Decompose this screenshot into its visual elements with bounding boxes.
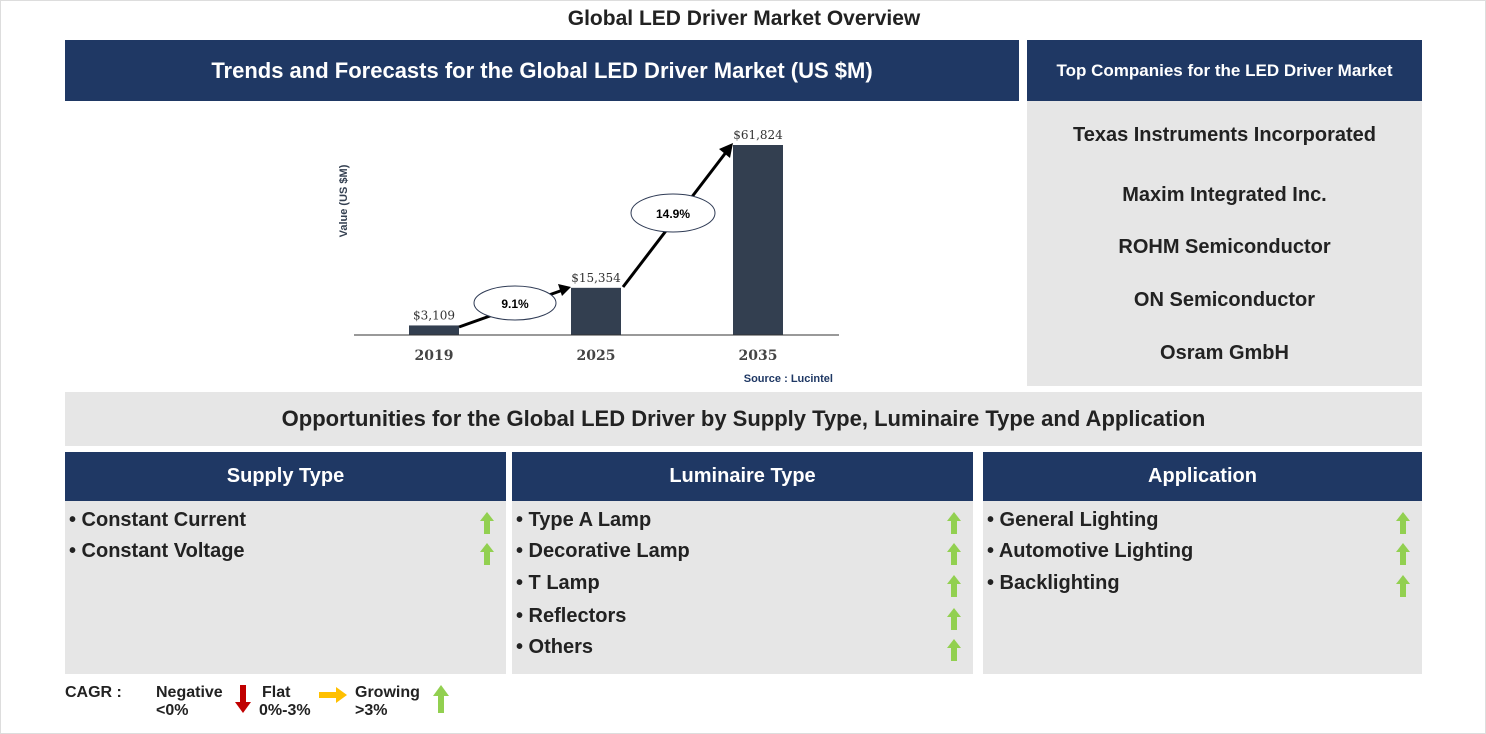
segment-item: • Others xyxy=(516,636,594,658)
trends-header: Trends and Forecasts for the Global LED … xyxy=(65,40,1019,101)
segment-item: • Reflectors xyxy=(516,605,627,627)
legend-cagr-label: CAGR : xyxy=(65,684,122,701)
page-title: Global LED Driver Market Overview xyxy=(567,7,921,30)
company-item: Maxim Integrated Inc. xyxy=(1122,184,1327,206)
legend-growing: Growing >3% xyxy=(355,684,420,720)
arrow-right-icon xyxy=(319,687,347,703)
growing-arrow-icon xyxy=(1396,512,1410,534)
data-label: $3,109 xyxy=(413,308,455,322)
y-axis-label: Value (US $M) xyxy=(338,164,350,237)
growing-arrow-icon xyxy=(480,512,494,534)
segment-header: Supply Type xyxy=(65,452,506,501)
data-label: $15,354 xyxy=(571,271,621,285)
segment-item: • Type A Lamp xyxy=(516,509,652,531)
bar-2035 xyxy=(733,145,783,335)
segment-item: • Constant Voltage xyxy=(69,540,245,562)
legend-growing-label: Growing xyxy=(355,684,420,701)
segment-item: • T Lamp xyxy=(516,572,600,594)
legend-negative: Negative <0% xyxy=(156,684,223,720)
growing-arrow-icon xyxy=(947,543,961,565)
arrow-up-icon xyxy=(433,685,449,713)
segment-item: • General Lighting xyxy=(987,509,1159,531)
segment-item: • Constant Current xyxy=(69,509,247,531)
source-label: Source : Lucintel xyxy=(744,373,833,385)
cagr-bubble-1 xyxy=(473,285,557,321)
data-label: $61,824 xyxy=(733,128,783,142)
company-item: ROHM Semiconductor xyxy=(1118,236,1331,258)
legend-growing-range: >3% xyxy=(355,702,388,719)
segment-item: • Automotive Lighting xyxy=(987,540,1194,562)
x-tick-label: 2019 xyxy=(415,348,454,364)
growing-arrow-icon xyxy=(947,575,961,597)
legend-flat-range: 0%-3% xyxy=(259,702,311,719)
cagr-label-2: 14.9% xyxy=(656,207,690,221)
cagr-bubble-2 xyxy=(630,193,716,233)
company-item: Texas Instruments Incorporated xyxy=(1072,124,1377,146)
segment-panel: • Type A Lamp • Decorative Lamp • T Lamp… xyxy=(512,501,973,674)
companies-header: Top Companies for the LED Driver Market xyxy=(1027,40,1422,101)
companies-list: Texas Instruments Incorporated Maxim Int… xyxy=(1027,101,1422,386)
segment-item: • Backlighting xyxy=(987,572,1120,594)
segment-panel: • Constant Current • Constant Voltage xyxy=(65,501,506,674)
x-tick-label: 2035 xyxy=(739,348,778,364)
legend-negative-label: Negative xyxy=(156,684,223,701)
arrow-down-icon xyxy=(235,685,251,713)
opportunities-header: Opportunities for the Global LED Driver … xyxy=(65,392,1422,446)
legend-flat-label: Flat xyxy=(262,684,291,701)
segment-panel: • General Lighting • Automotive Lighting… xyxy=(983,501,1422,674)
company-item: Osram GmbH xyxy=(1160,342,1289,364)
growing-arrow-icon xyxy=(1396,543,1410,565)
bar-chart: Value (US $M) $3,109 2019 $15,354 2025 $61,8… xyxy=(338,128,839,385)
bar-2025 xyxy=(571,287,621,335)
bar-2019 xyxy=(409,325,459,335)
segment-item: • Decorative Lamp xyxy=(516,540,690,562)
legend-flat: Flat 0%-3% xyxy=(259,684,311,720)
growing-arrow-icon xyxy=(480,543,494,565)
growing-arrow-icon xyxy=(947,639,961,661)
growing-arrow-icon xyxy=(947,512,961,534)
x-tick-label: 2025 xyxy=(577,348,616,364)
growing-arrow-icon xyxy=(1396,575,1410,597)
segment-header: Luminaire Type xyxy=(512,452,973,501)
segment-header: Application xyxy=(983,452,1422,501)
legend-negative-range: <0% xyxy=(156,702,189,719)
growing-arrow-icon xyxy=(947,608,961,630)
cagr-label-1: 9.1% xyxy=(501,297,529,311)
company-item: ON Semiconductor xyxy=(1133,289,1316,311)
